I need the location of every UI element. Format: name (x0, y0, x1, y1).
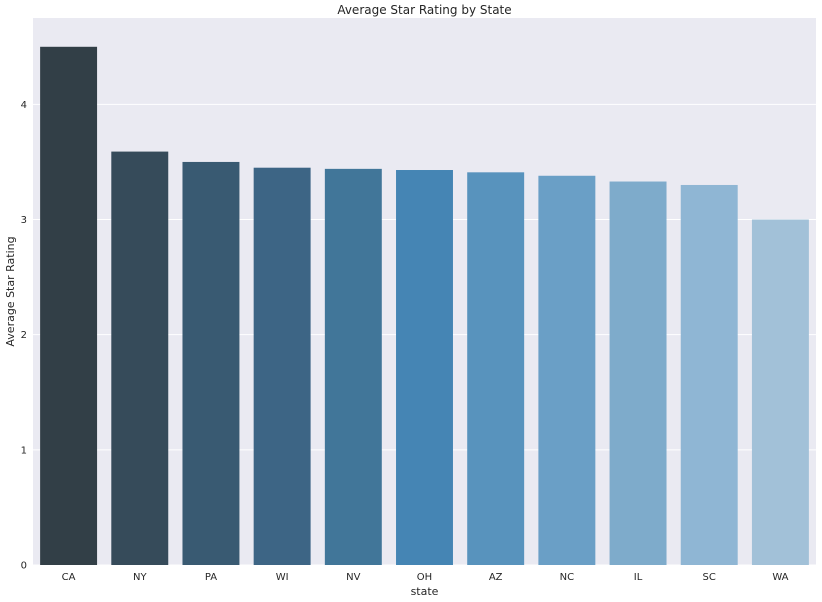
x-tick-label: PA (205, 572, 217, 583)
x-tick-label: OH (417, 572, 432, 583)
y-axis-ticks: 0 1 2 3 4 (21, 100, 27, 572)
x-tick-label: NY (133, 572, 147, 583)
y-tick-label: 1 (21, 445, 27, 456)
bar-ny (111, 151, 169, 565)
x-tick-label: NC (560, 572, 574, 583)
y-tick-label: 3 (21, 215, 27, 226)
bar-pa (182, 161, 240, 565)
x-axis-ticks: CA NY PA WI NV OH AZ NC IL SC WA (62, 572, 789, 583)
chart-title: Average Star Rating by State (337, 3, 511, 17)
bar-az (467, 172, 525, 565)
y-axis-title: Average Star Rating (4, 236, 17, 346)
bar-wi (253, 167, 311, 565)
bar-nv (324, 168, 382, 565)
bar-oh (396, 170, 453, 565)
x-tick-label: WA (772, 572, 788, 583)
bar-nc (538, 175, 596, 566)
bar-sc (680, 184, 738, 565)
x-tick-label: CA (62, 572, 76, 583)
x-tick-label: IL (634, 572, 643, 583)
x-tick-label: NV (346, 572, 360, 583)
bar-ca (40, 46, 98, 565)
y-tick-label: 2 (21, 330, 27, 341)
bars (40, 46, 809, 566)
x-tick-label: SC (703, 572, 716, 583)
x-tick-label: AZ (489, 572, 503, 583)
x-tick-label: WI (276, 572, 289, 583)
bar-il (609, 181, 667, 565)
bar-wa (751, 219, 809, 566)
y-tick-label: 4 (21, 100, 27, 111)
y-tick-label: 0 (21, 561, 27, 572)
x-axis-title: state (411, 585, 439, 598)
